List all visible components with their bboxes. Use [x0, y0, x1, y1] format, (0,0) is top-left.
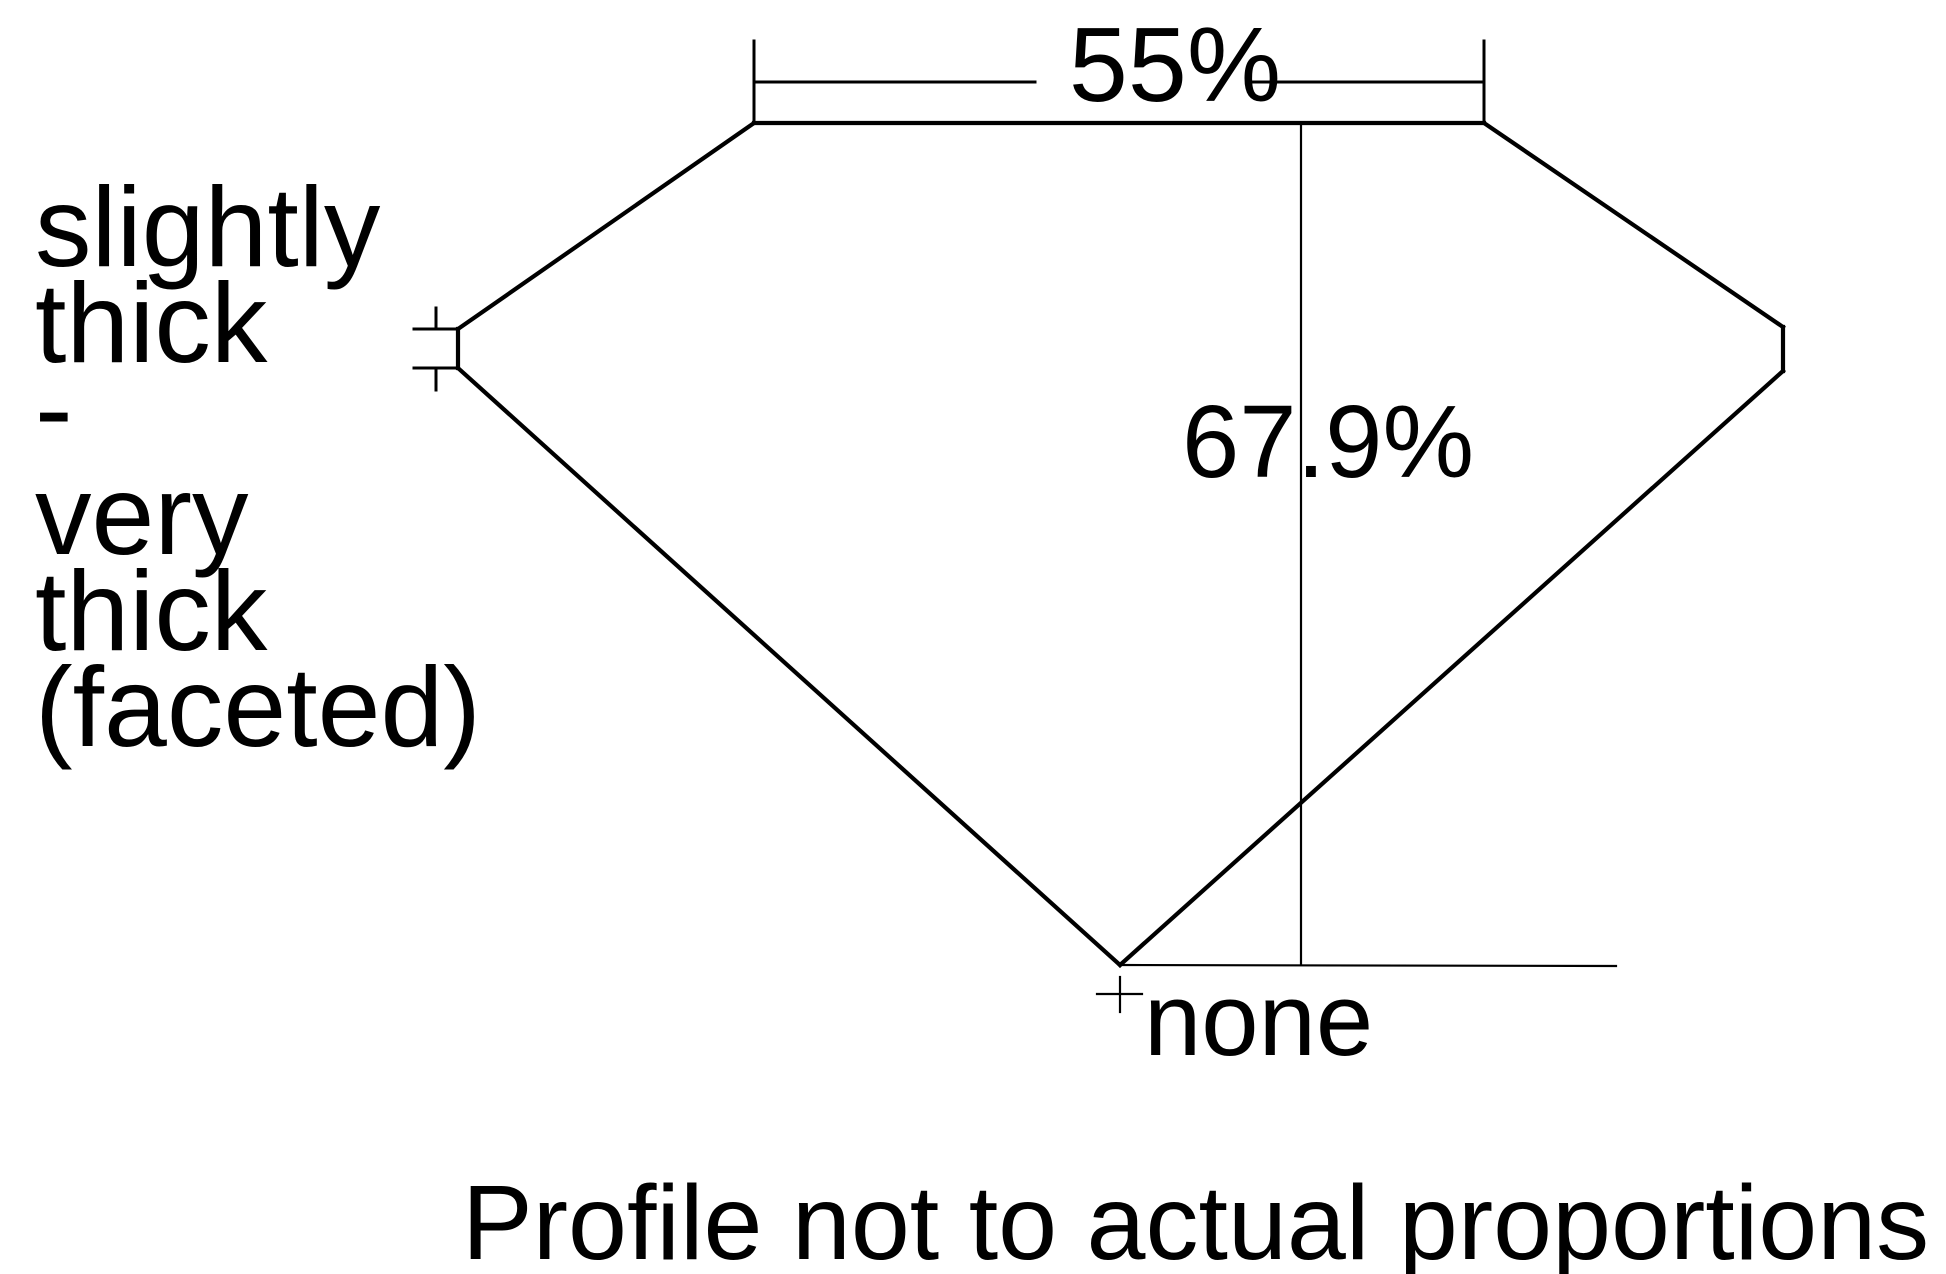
- svg-text:67.9%: 67.9%: [1182, 384, 1474, 499]
- svg-text:none: none: [1144, 962, 1373, 1077]
- svg-text:55%: 55%: [1069, 6, 1281, 124]
- svg-text:Profile not to actual proporti: Profile not to actual proportions: [462, 1164, 1929, 1274]
- svg-text:(faceted): (faceted): [35, 644, 481, 770]
